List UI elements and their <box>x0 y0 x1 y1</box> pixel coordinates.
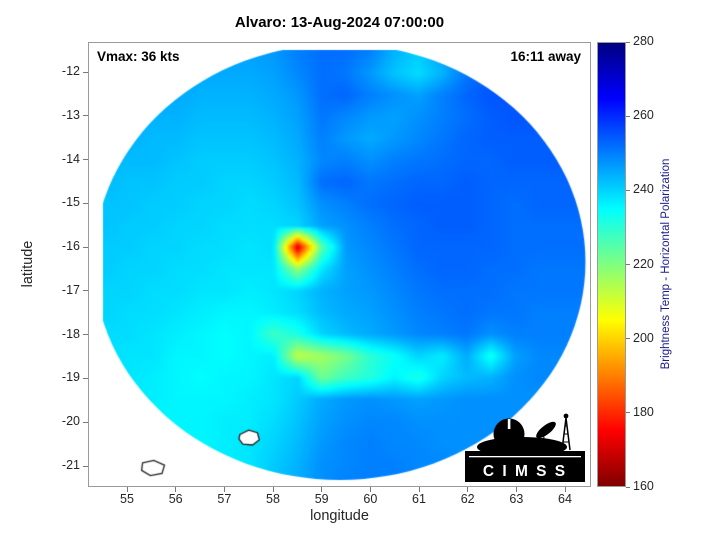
y-tick-label: -16 <box>61 239 80 254</box>
tick-mark <box>126 487 128 492</box>
x-tick-label: 57 <box>217 492 232 506</box>
logo-divider <box>469 456 581 458</box>
tick-mark <box>626 338 630 340</box>
tick-mark <box>83 290 88 292</box>
colorbar-tick-label: 200 <box>633 330 654 345</box>
x-tick-label: 59 <box>314 492 329 506</box>
tick-mark <box>83 159 88 161</box>
y-tick-label: -12 <box>61 64 80 78</box>
tick-mark <box>83 377 88 379</box>
satellite-dish-icon <box>536 421 556 439</box>
tick-mark <box>626 189 630 191</box>
y-tick-label: -21 <box>61 458 80 473</box>
cimss-logo: C I M S S <box>465 413 585 482</box>
vmax-annotation: Vmax: 36 kts <box>97 49 180 64</box>
eta-annotation: 16:11 away <box>510 49 581 64</box>
tower-top <box>563 413 569 419</box>
tick-mark <box>272 487 274 492</box>
observatory-dome-icon <box>493 418 525 450</box>
tick-mark <box>626 486 630 488</box>
tick-mark <box>223 487 225 492</box>
y-tick-label: -13 <box>61 107 80 122</box>
colorbar <box>597 42 626 487</box>
y-tick-label: -20 <box>61 414 80 429</box>
y-tick-label: -17 <box>61 282 80 297</box>
plot-title: Alvaro: 13-Aug-2024 07:00:00 <box>234 14 445 31</box>
tick-mark <box>321 487 323 492</box>
dome-slit <box>507 419 511 429</box>
y-tick-label: -19 <box>61 370 80 385</box>
y-tick-label: -18 <box>61 326 80 341</box>
tick-mark <box>83 246 88 248</box>
tick-mark <box>83 202 88 204</box>
colorbar-tick-label: 280 <box>633 34 654 48</box>
tower-braces <box>563 425 569 443</box>
x-tick-label: 62 <box>460 492 475 506</box>
colorbar-label: Brightness Temp - Horizontal Polarizatio… <box>660 158 672 370</box>
colorbar-tick-label: 180 <box>633 404 654 419</box>
colorbar-tick-label: 260 <box>633 108 654 123</box>
colorbar-tick-label: 160 <box>633 479 654 493</box>
satellite-swath-canvas <box>88 42 591 487</box>
tick-mark <box>626 115 630 117</box>
dish-stand <box>538 436 548 450</box>
x-tick-label: 55 <box>120 492 134 506</box>
tick-mark <box>418 487 420 492</box>
x-axis-label: longitude <box>310 508 369 524</box>
tick-mark <box>83 334 88 336</box>
tick-mark <box>83 115 88 117</box>
y-tick-label: -14 <box>61 151 80 166</box>
tick-mark <box>83 71 88 73</box>
logo-text: C I M S S <box>483 463 567 480</box>
tick-mark <box>83 465 88 467</box>
tick-mark <box>175 487 177 492</box>
tick-mark <box>626 264 630 265</box>
tick-mark <box>467 487 469 492</box>
tick-mark <box>564 487 566 492</box>
y-axis-label: latitude <box>20 240 36 288</box>
x-tick-label: 64 <box>558 492 572 506</box>
x-tick-label: 56 <box>168 492 183 506</box>
colorbar-tick-label: 220 <box>633 256 654 271</box>
tick-mark <box>83 421 88 423</box>
y-tick-label: -15 <box>61 195 80 210</box>
tick-mark <box>369 487 371 492</box>
x-tick-label: 63 <box>509 492 524 506</box>
tick-mark <box>626 41 630 43</box>
tick-mark <box>626 412 630 414</box>
x-tick-label: 60 <box>363 492 378 506</box>
tick-mark <box>515 487 517 492</box>
x-tick-label: 61 <box>412 492 426 506</box>
colorbar-tick-label: 240 <box>633 182 654 197</box>
x-tick-label: 58 <box>266 492 280 506</box>
